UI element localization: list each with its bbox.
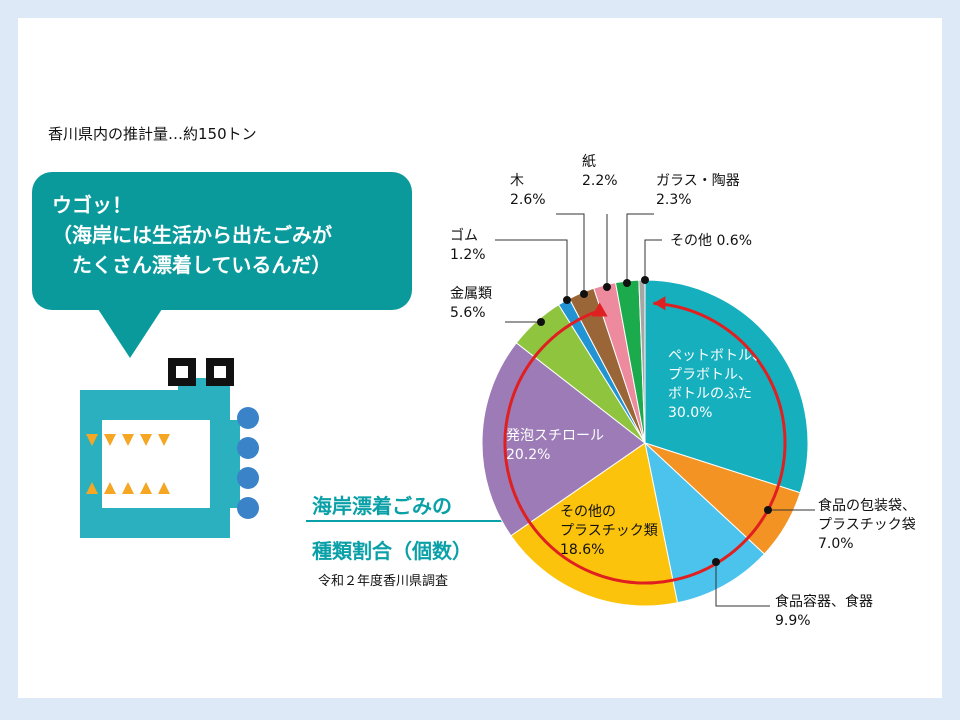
pie-slice (644, 279, 809, 494)
leader-line (644, 239, 662, 280)
slice-value: 9.9% (775, 613, 811, 629)
leader-line (715, 562, 770, 607)
slice-value: 2.2% (582, 173, 618, 189)
slice-label: 食品容器、食器 9.9% (775, 593, 873, 629)
slice-value: 2.6% (510, 192, 546, 208)
chart-title-line2: 種類割合（個数） (312, 539, 472, 563)
title-underline (306, 520, 506, 522)
arrowhead-left (591, 302, 608, 317)
slice-label: 発泡スチロール 20.2% (506, 428, 604, 463)
slice-value: 5.6% (450, 305, 486, 321)
slice-value: 2.3% (656, 192, 692, 208)
slice-label: その他 0.6% (670, 233, 752, 249)
speech-bubble-tail (96, 306, 164, 358)
slice-label: 食品の包装袋、プラスチック袋 7.0% (818, 497, 916, 552)
leader-dot (537, 318, 545, 326)
leader-line (626, 213, 654, 283)
slice-label: 紙 2.2% (582, 154, 618, 189)
estimate-text: 香川県内の推計量…約150トン (48, 125, 257, 143)
survey-note: 令和２年度香川県調査 (318, 574, 449, 589)
slice-value: 1.2% (450, 247, 486, 263)
leader-line (556, 213, 585, 294)
leader-dot (580, 290, 588, 298)
speech-bubble-text: ウゴッ！ （海岸には生活から出たごみが たくさん漂着しているんだ） (52, 193, 332, 277)
leader-dot (712, 558, 720, 566)
leader-line (495, 239, 568, 300)
slice-label: ガラス・陶器 2.3% (656, 173, 740, 208)
slice-value: 7.0% (818, 536, 854, 552)
leader-dot (764, 506, 772, 514)
slice-value: 18.6% (560, 542, 604, 558)
pie-slice (481, 342, 646, 537)
leader-dot (641, 276, 649, 284)
slice-label: 木 2.6% (510, 173, 546, 208)
slice-label: ペットボトル、プラボトル、ボトルのふた 30.0% (668, 348, 766, 421)
leader-dot (603, 283, 611, 291)
arrowhead-top (653, 296, 666, 311)
slice-value: 20.2% (506, 447, 550, 463)
slice-label: ゴム 1.2% (450, 227, 486, 263)
direction-arrow (503, 301, 787, 585)
pie-slice (644, 441, 766, 604)
leader-dot (563, 296, 571, 304)
slice-label: 金属類 5.6% (450, 286, 492, 321)
slice-value: 30.0% (668, 405, 712, 421)
pie-slice (510, 442, 679, 607)
leader-dot (623, 279, 631, 287)
speech-bubble: ウゴッ！ （海岸には生活から出たごみが たくさん漂着しているんだ） (32, 172, 412, 310)
slice-label: その他のプラスチック類 18.6% (560, 504, 658, 558)
chart-title-line1: 海岸漂着ごみの (312, 494, 452, 518)
